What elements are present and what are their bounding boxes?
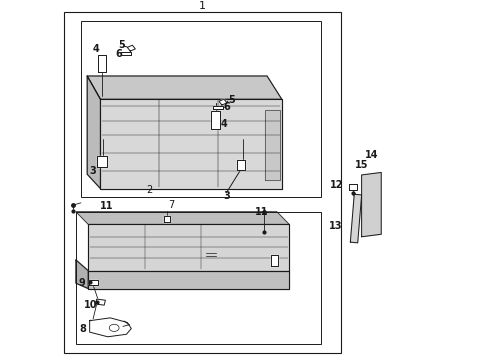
Text: 11: 11 <box>255 207 269 217</box>
Text: 6: 6 <box>223 103 230 112</box>
Bar <box>64 12 341 353</box>
Text: 10: 10 <box>84 300 98 310</box>
Polygon shape <box>100 99 282 189</box>
Polygon shape <box>219 99 227 105</box>
Polygon shape <box>127 45 135 51</box>
Text: 1: 1 <box>198 1 206 11</box>
Text: 9: 9 <box>79 278 86 288</box>
Text: 3: 3 <box>90 166 97 176</box>
Text: 2: 2 <box>147 185 152 195</box>
Text: 15: 15 <box>355 160 368 170</box>
Polygon shape <box>362 172 381 237</box>
Polygon shape <box>271 255 278 266</box>
Text: 5: 5 <box>228 95 235 105</box>
Text: 8: 8 <box>80 324 87 334</box>
Text: 6: 6 <box>116 49 122 59</box>
Circle shape <box>109 324 119 332</box>
Text: 7: 7 <box>169 199 174 210</box>
Text: 5: 5 <box>118 40 125 50</box>
Polygon shape <box>88 224 289 271</box>
Polygon shape <box>89 280 98 285</box>
Text: 12: 12 <box>330 180 343 190</box>
Text: 4: 4 <box>220 119 227 129</box>
Polygon shape <box>97 156 107 167</box>
Bar <box>81 21 321 198</box>
Bar <box>76 212 321 344</box>
Polygon shape <box>87 76 282 99</box>
Polygon shape <box>90 318 131 337</box>
Polygon shape <box>211 111 220 129</box>
Text: 4: 4 <box>93 44 99 54</box>
Polygon shape <box>164 216 170 222</box>
Polygon shape <box>121 52 131 55</box>
Text: 11: 11 <box>100 201 114 211</box>
Polygon shape <box>87 76 100 189</box>
Polygon shape <box>213 106 223 109</box>
Text: 14: 14 <box>365 150 378 159</box>
Polygon shape <box>265 110 280 180</box>
Text: 13: 13 <box>329 221 343 231</box>
Polygon shape <box>96 299 105 305</box>
Polygon shape <box>88 271 289 289</box>
Polygon shape <box>350 194 362 243</box>
Polygon shape <box>76 260 88 289</box>
Text: 3: 3 <box>223 191 230 201</box>
Polygon shape <box>76 212 289 224</box>
Polygon shape <box>98 55 106 72</box>
Polygon shape <box>237 160 245 170</box>
Polygon shape <box>349 184 357 190</box>
